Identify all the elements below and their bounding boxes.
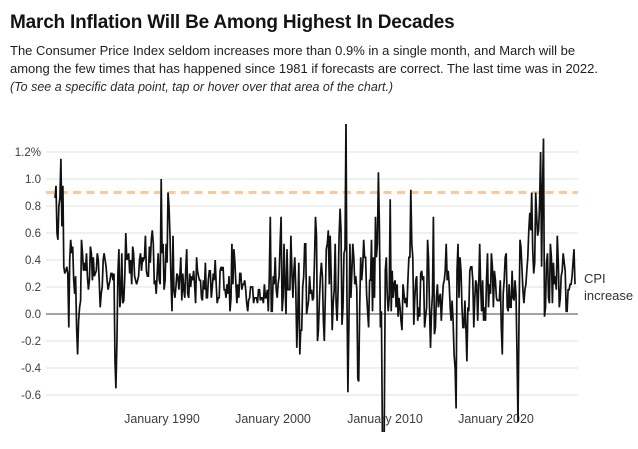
chart-hover-note: (To see a specific data point, tap or ho… bbox=[10, 79, 394, 94]
annotation-line: CPI bbox=[584, 271, 606, 286]
page: March Inflation Will Be Among Highest In… bbox=[0, 12, 638, 444]
cpi-series-line[interactable] bbox=[54, 118, 576, 444]
x-tick-label: January 2020 bbox=[458, 412, 534, 426]
y-tick-label: -0.4 bbox=[21, 363, 41, 375]
x-tick-label: January 1990 bbox=[124, 412, 200, 426]
y-gridlines bbox=[46, 151, 578, 396]
cpi-line-chart[interactable]: 1.2% 1.0 0.8 0.6 0.4 0.2 0.0 -0.2 -0.4 -0.6 Januar… bbox=[0, 117, 638, 444]
cpi-increase-annotation: CPI increase bbox=[584, 271, 633, 303]
chart-subtitle: The Consumer Price Index seldom increase… bbox=[10, 43, 598, 77]
y-tick-label: 1.2% bbox=[15, 147, 41, 159]
y-tick-label: 0.0 bbox=[25, 309, 41, 321]
x-axis-labels: January 1990 January 2000 January 2010 Janu… bbox=[124, 412, 534, 426]
y-tick-label: 1.0 bbox=[25, 174, 41, 186]
annotation-line: increase bbox=[584, 288, 633, 303]
cpi-line-chart-svg[interactable]: 1.2% 1.0 0.8 0.6 0.4 0.2 0.0 -0.2 -0.4 -0.6 Januar… bbox=[0, 117, 638, 444]
y-tick-label: -0.6 bbox=[21, 390, 41, 402]
y-tick-label: 0.8 bbox=[25, 201, 41, 213]
y-tick-label: 0.6 bbox=[25, 228, 41, 240]
y-axis-labels: 1.2% 1.0 0.8 0.6 0.4 0.2 0.0 -0.2 -0.4 -0.6 bbox=[15, 147, 42, 402]
chart-title: March Inflation Will Be Among Highest In… bbox=[10, 12, 455, 33]
x-tick-label: January 2000 bbox=[235, 412, 311, 426]
series-group bbox=[54, 118, 576, 444]
y-tick-label: 0.2 bbox=[25, 282, 41, 294]
y-tick-label: 0.4 bbox=[25, 255, 42, 267]
y-tick-label: -0.2 bbox=[21, 336, 41, 348]
